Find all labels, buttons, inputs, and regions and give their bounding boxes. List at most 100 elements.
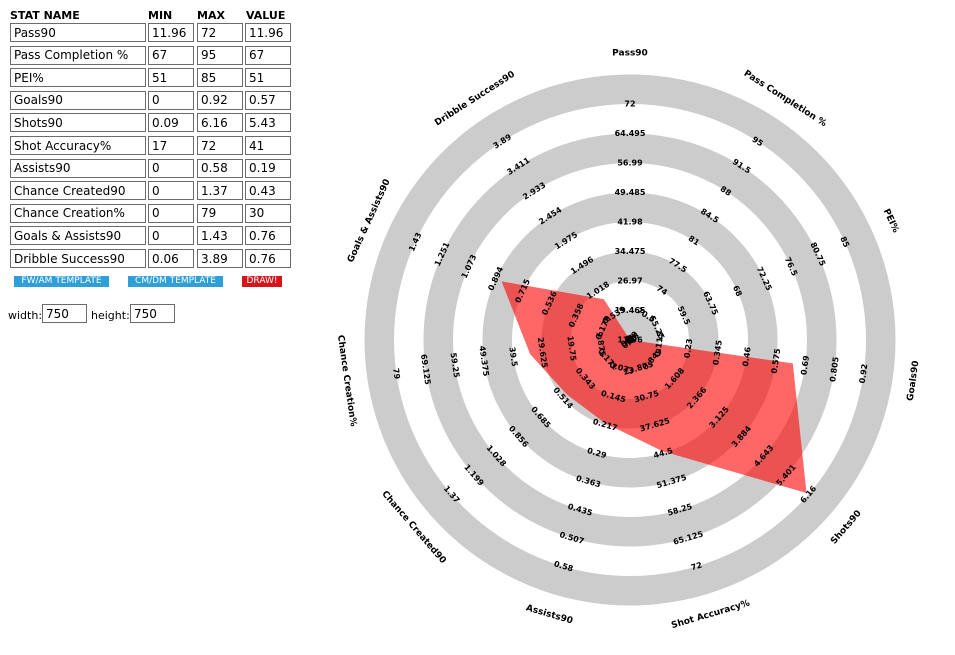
value-field[interactable] [245, 249, 291, 268]
height-label: height: [91, 309, 130, 322]
stat-editor: STAT NAME MIN MAX VALUE FW/AM TEMPLATE C… [0, 0, 310, 340]
min-field[interactable] [148, 90, 194, 110]
stat-name-field[interactable] [10, 113, 146, 133]
radar-tick-label: 85 [838, 235, 851, 249]
radar-tick-label: 0 [625, 335, 636, 344]
min-field[interactable] [148, 68, 194, 88]
radar-tick-label: 0.345 [711, 339, 724, 366]
max-field[interactable] [197, 158, 243, 178]
radar-axis-label: Shot Accuracy% [670, 599, 751, 631]
stat-name-field[interactable] [10, 181, 146, 201]
radar-tick-label: 41.98 [617, 218, 643, 227]
radar-tick-label: 64.495 [615, 129, 646, 138]
value-field[interactable] [245, 158, 291, 178]
value-field[interactable] [245, 23, 291, 42]
cm-dm-template-button[interactable]: CM/DM TEMPLATE [128, 276, 223, 287]
width-label: width: [8, 309, 43, 322]
max-field[interactable] [197, 249, 243, 268]
radar-tick-label: 0.69 [799, 354, 811, 375]
radar-tick-label: 29.625 [536, 337, 549, 369]
width-input[interactable] [42, 304, 87, 323]
stat-name-field[interactable] [10, 226, 146, 246]
max-field[interactable] [197, 203, 243, 223]
radar-tick-label: 0.23 [683, 338, 695, 359]
value-field[interactable] [245, 226, 291, 246]
radar-tick-label: 59.25 [449, 352, 462, 379]
stat-name-field[interactable] [10, 136, 146, 155]
min-field[interactable] [148, 158, 194, 178]
stat-name-field[interactable] [10, 45, 146, 65]
value-field[interactable] [245, 113, 291, 133]
stat-name-field[interactable] [10, 203, 146, 223]
radar-tick-label: 26.97 [617, 277, 642, 286]
radar-axis-label: Assists90 [525, 603, 574, 626]
radar-polygon [501, 281, 807, 493]
header-min: MIN [148, 9, 173, 22]
value-field[interactable] [245, 136, 291, 155]
value-field[interactable] [245, 203, 291, 223]
max-field[interactable] [197, 181, 243, 201]
min-field[interactable] [148, 113, 194, 133]
radar-axis-label: PEI% [881, 207, 901, 234]
height-input[interactable] [130, 304, 175, 323]
radar-tick-label: 0 [625, 335, 636, 345]
radar-tick-label: 9.875 [595, 331, 608, 358]
header-max: MAX [197, 9, 225, 22]
header-stat-name: STAT NAME [10, 9, 80, 22]
radar-tick-label: 0.46 [741, 346, 753, 367]
max-field[interactable] [197, 226, 243, 246]
radar-tick-label: 51 [624, 333, 637, 347]
radar-tick-label: 49.375 [477, 345, 490, 377]
radar-axis-label: Shots90 [829, 509, 864, 547]
radar-tick-label: 19.75 [565, 335, 578, 362]
max-field[interactable] [197, 68, 243, 88]
radar-tick-label: 0 [625, 336, 635, 343]
radar-tick-label: 72 [690, 561, 703, 573]
stat-name-field[interactable] [10, 158, 146, 178]
min-field[interactable] [148, 203, 194, 223]
radar-tick-label: 69.125 [419, 353, 432, 385]
radar-tick-label: 11.96 [617, 336, 643, 345]
max-field[interactable] [197, 113, 243, 133]
min-field[interactable] [148, 249, 194, 268]
radar-tick-label: 0 [626, 335, 634, 345]
value-field[interactable] [245, 68, 291, 88]
value-field[interactable] [245, 90, 291, 110]
value-field[interactable] [245, 181, 291, 201]
radar-tick-label: 49.485 [615, 188, 646, 197]
min-field[interactable] [148, 136, 194, 155]
value-field[interactable] [245, 45, 291, 65]
min-field[interactable] [148, 181, 194, 201]
radar-tick-label: 72 [624, 100, 635, 109]
radar-tick-label: 56.99 [617, 159, 643, 168]
stat-name-field[interactable] [10, 249, 146, 268]
fw-am-template-button[interactable]: FW/AM TEMPLATE [14, 276, 109, 287]
max-field[interactable] [197, 90, 243, 110]
max-field[interactable] [197, 45, 243, 65]
draw-button[interactable]: DRAW! [242, 276, 282, 287]
radar-tick-label: 17 [623, 334, 636, 346]
max-field[interactable] [197, 23, 243, 42]
radar-tick-label: 0.805 [828, 356, 841, 383]
radar-axis-label: Chance Creation% [335, 334, 358, 427]
stat-name-field[interactable] [10, 68, 146, 88]
radar-tick-label: 0.575 [770, 347, 783, 374]
radar-axis-label: Goals90 [906, 360, 922, 402]
stat-name-field[interactable] [10, 23, 146, 42]
radar-tick-label: 19.465 [615, 306, 646, 315]
header-value: VALUE [246, 9, 286, 22]
min-field[interactable] [148, 23, 194, 42]
stat-name-field[interactable] [10, 90, 146, 110]
radar-tick-label: 39.5 [507, 346, 519, 367]
radar-axis-label: Pass90 [612, 49, 648, 59]
radar-tick-label: 79 [391, 367, 402, 380]
radar-chart: 11.96 19.465 26.97 34.475 41.98 49.485 56.99 64… [335, 49, 922, 632]
min-field[interactable] [148, 226, 194, 246]
radar-tick-label: 34.475 [615, 247, 646, 256]
radar-tick-label: 0.92 [858, 363, 870, 384]
min-field[interactable] [148, 45, 194, 65]
radar-tick-label: 68 [731, 284, 744, 298]
radar-tick-label: 0 [625, 337, 635, 344]
radar-tick-label: 0.115 [653, 331, 666, 358]
max-field[interactable] [197, 136, 243, 155]
